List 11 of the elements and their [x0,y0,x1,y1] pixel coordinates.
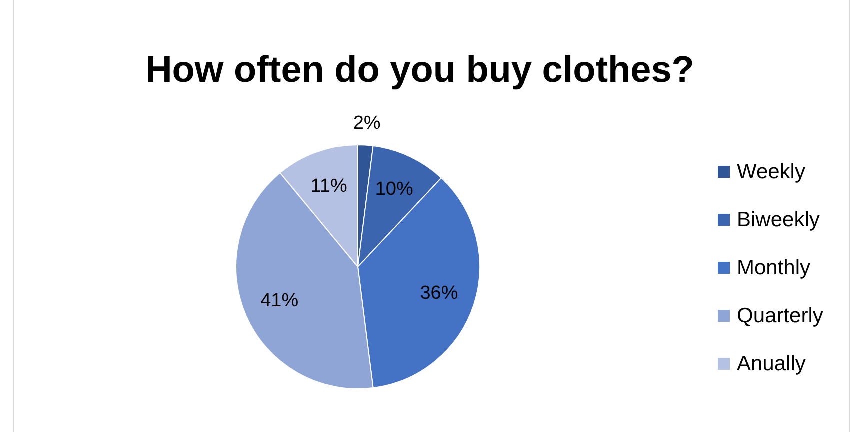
legend-label: Quarterly [737,304,824,328]
legend-label: Anually [737,352,806,376]
legend-label: Weekly [737,160,806,184]
data-label: 2% [353,112,381,134]
data-label: 36% [420,282,458,304]
legend-label: Monthly [737,256,812,280]
data-label: 11% [310,176,348,198]
legend-label: Biweekly [737,208,820,232]
data-label: 41% [260,290,299,312]
data-label: 10% [375,179,414,200]
chart-title: How often do you buy clothes? [146,49,694,90]
